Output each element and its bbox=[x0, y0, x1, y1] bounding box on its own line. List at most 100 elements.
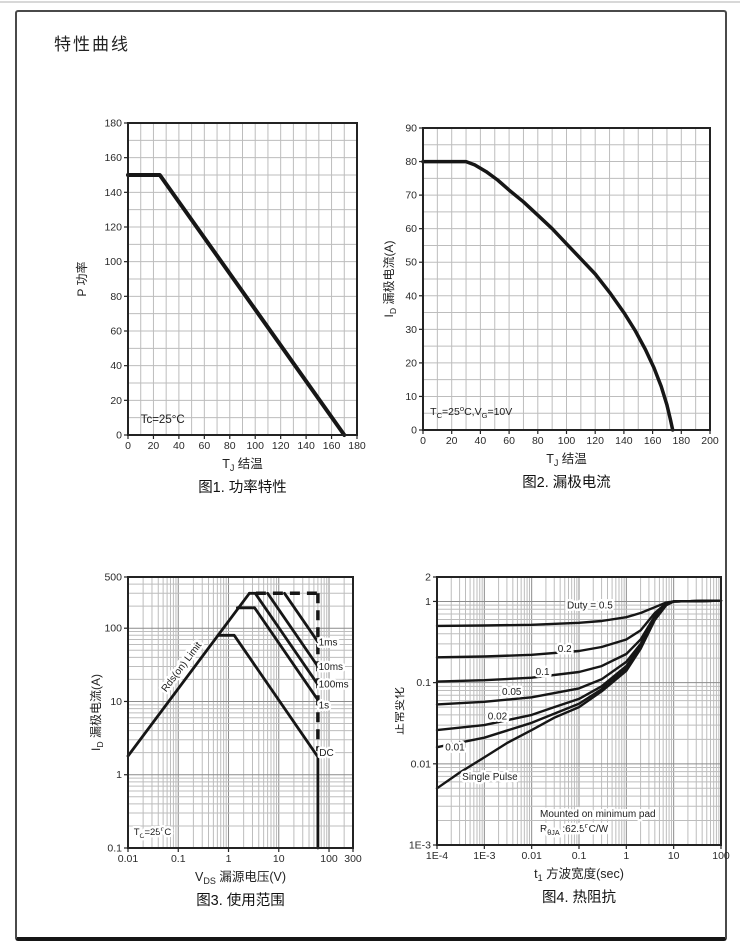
x-tick-label: 100 bbox=[320, 853, 338, 865]
y-axis: 1E-3 0.01 0.1 1 2 bbox=[409, 572, 437, 852]
y-tick-label: 80 bbox=[110, 291, 122, 303]
fig4-label-5: 0.01 bbox=[445, 743, 465, 754]
y-tick-label: 160 bbox=[104, 152, 122, 164]
fig4-label-1: 0.2 bbox=[558, 644, 572, 655]
grid bbox=[437, 577, 721, 845]
fig4-y-axis-title: 正常变化 bbox=[395, 687, 406, 735]
figure3-safe-operating-area-chart: 0.01 0.1 1 10 100 300 0.1 1 10 100 500 Rds(on) Limi… bbox=[60, 558, 382, 944]
y-tick-label: 2 bbox=[425, 572, 431, 584]
x-tick-label: 140 bbox=[615, 435, 633, 447]
x-tick-label: 60 bbox=[503, 435, 515, 447]
y-tick-label: 120 bbox=[104, 222, 122, 234]
fig3-series-limit-1ms bbox=[283, 591, 320, 644]
x-tick-label: 1 bbox=[623, 850, 629, 862]
y-tick-label: 0.1 bbox=[416, 677, 431, 689]
y-tick-label: 90 bbox=[405, 123, 417, 135]
fig2-caption: 图2. 漏极电流 bbox=[522, 474, 611, 491]
y-tick-label: 1E-3 bbox=[409, 840, 431, 852]
y-tick-label: 40 bbox=[405, 290, 417, 302]
y-axis: 0.1 1 10 100 500 bbox=[104, 572, 128, 855]
x-tick-label: 0.1 bbox=[171, 853, 186, 865]
x-tick-label: 180 bbox=[673, 435, 691, 447]
fig4-label-6: Single Pulse bbox=[462, 772, 518, 783]
fig3-x-axis-title: VDS 漏源电压(V) bbox=[195, 869, 286, 886]
fig3-series-limit-10ms bbox=[266, 591, 320, 668]
page-top-rule bbox=[0, 1, 740, 3]
y-tick-label: 10 bbox=[110, 696, 122, 708]
fig3-series-limit-100ms bbox=[248, 591, 320, 686]
x-tick-label: 0 bbox=[420, 435, 426, 447]
fig2-series-drain-current-derating bbox=[421, 159, 675, 432]
y-tick-label: 40 bbox=[110, 360, 122, 372]
y-tick-label: 0 bbox=[116, 430, 122, 442]
y-tick-label: 20 bbox=[110, 395, 122, 407]
series-group bbox=[421, 159, 675, 432]
fig4-x-axis-title: t1 方波宽度(sec) bbox=[534, 866, 624, 883]
fig1-chart: 0 20 40 60 80 100 120 140 160 180 0 20 40 60 80 100 120 1… bbox=[74, 118, 366, 497]
x-axis: 0 20 40 60 80 100 120 140 160 180 bbox=[125, 435, 366, 452]
x-tick-label: 1 bbox=[226, 853, 232, 865]
y-tick-label: 0.01 bbox=[411, 758, 432, 770]
x-tick-label: 1E-3 bbox=[473, 850, 495, 862]
y-tick-label: 10 bbox=[405, 391, 417, 403]
x-tick-label: 140 bbox=[297, 440, 315, 452]
fig3-label-3: 100ms bbox=[319, 680, 349, 691]
fig2-label-0: TC=25oC,VG=10V bbox=[430, 404, 512, 420]
figure1-power-derating-chart: 0 20 40 60 80 100 120 140 160 180 0 20 40 60 80 100 120 1… bbox=[60, 105, 382, 503]
fig2-chart: 0 20 40 60 80 100 120 140 160 180 200 0 10 20 30 40 50 60… bbox=[383, 123, 719, 492]
x-tick-label: 60 bbox=[198, 440, 210, 452]
x-tick-label: 160 bbox=[323, 440, 341, 452]
y-tick-label: 100 bbox=[104, 623, 122, 635]
fig3-label-5: DC bbox=[319, 748, 333, 759]
x-tick-label: 100 bbox=[246, 440, 264, 452]
fig4-label-0: Duty = 0.5 bbox=[567, 600, 613, 611]
y-tick-label: 0 bbox=[411, 425, 417, 437]
fig3-series-limit-dc bbox=[216, 633, 320, 850]
page-title: 特性曲线 bbox=[54, 35, 130, 54]
fig3-caption: 图3. 使用范围 bbox=[196, 892, 285, 909]
fig1-x-axis-title: TJ 结温 bbox=[222, 457, 263, 473]
fig2-x-axis-title: TJ 结温 bbox=[546, 452, 587, 468]
x-tick-label: 40 bbox=[173, 440, 185, 452]
x-tick-label: 80 bbox=[224, 440, 236, 452]
fig3-label-1: 1ms bbox=[319, 638, 338, 649]
x-tick-label: 0 bbox=[125, 440, 131, 452]
fig3-label-0: Rds(on) Limit bbox=[160, 640, 205, 694]
fig3-label-2: 10ms bbox=[319, 662, 343, 673]
grid bbox=[128, 123, 357, 435]
fig3-label-4: 1s bbox=[319, 701, 330, 712]
y-tick-label: 100 bbox=[104, 256, 122, 268]
y-tick-label: 1 bbox=[425, 596, 431, 608]
fig4-label-4: 0.02 bbox=[488, 712, 508, 723]
grid bbox=[128, 577, 353, 848]
x-tick-label: 0.01 bbox=[521, 850, 542, 862]
fig1-caption: 图1. 功率特性 bbox=[198, 479, 287, 496]
x-tick-label: 0.01 bbox=[118, 853, 139, 865]
x-tick-label: 0.1 bbox=[572, 850, 587, 862]
x-tick-label: 200 bbox=[701, 435, 719, 447]
x-tick-label: 40 bbox=[475, 435, 487, 447]
x-tick-label: 120 bbox=[586, 435, 604, 447]
x-tick-label: 1E-4 bbox=[426, 850, 448, 862]
fig3-series-rds-on-limit bbox=[126, 591, 251, 758]
x-tick-label: 20 bbox=[148, 440, 160, 452]
fig4-label-7: Mounted on minimum pad bbox=[540, 809, 656, 820]
series-group bbox=[126, 591, 320, 850]
grid bbox=[423, 128, 710, 430]
y-axis: 0 10 20 30 40 50 60 70 80 90 bbox=[405, 123, 423, 437]
series-group bbox=[126, 173, 347, 437]
x-axis: 0.01 0.1 1 10 100 300 bbox=[118, 848, 362, 865]
fig4-label-2: 0.1 bbox=[536, 667, 550, 678]
y-tick-label: 70 bbox=[405, 190, 417, 202]
y-tick-label: 60 bbox=[110, 326, 122, 338]
plot-frame bbox=[127, 122, 358, 436]
fig4-series-single-pulse bbox=[435, 599, 723, 790]
fig4-label-8: RθJA :62.5oC/W bbox=[540, 821, 609, 837]
y-tick-label: 60 bbox=[405, 223, 417, 235]
fig2-y-axis-title: ID 漏极电流(A) bbox=[383, 241, 398, 318]
x-tick-label: 160 bbox=[644, 435, 662, 447]
y-tick-label: 20 bbox=[405, 357, 417, 369]
fig1-series-power-derating bbox=[126, 173, 347, 437]
